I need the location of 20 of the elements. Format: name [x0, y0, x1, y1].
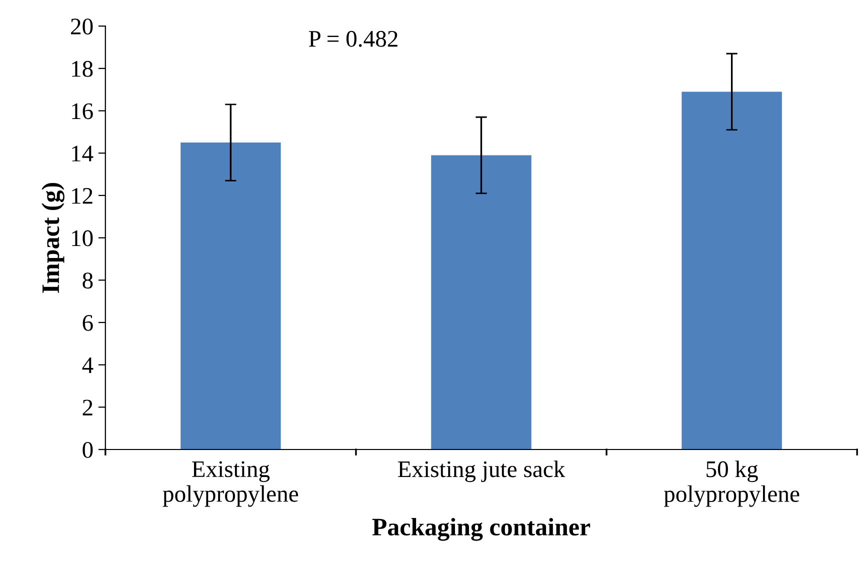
y-tick-label: 8	[82, 272, 93, 289]
x-tick-label: Existing jute sack	[398, 460, 566, 482]
y-tick-label: 10	[72, 230, 93, 246]
y-tick-label: 12	[72, 188, 92, 204]
x-tick-label: Existing polypropylene	[162, 461, 298, 507]
y-axis-title: Impact (g)	[42, 183, 64, 293]
y-tick-label: 0	[82, 442, 93, 458]
y-tick-label: 2	[82, 400, 92, 416]
bar	[431, 155, 532, 450]
annotation: P = 0.482	[308, 30, 398, 47]
y-tick-label: 6	[82, 315, 93, 331]
y-tick-label: 18	[72, 60, 93, 77]
bar	[180, 142, 281, 450]
y-tick-label: 20	[71, 18, 93, 35]
x-axis-title: Packaging container	[372, 518, 590, 541]
y-tick-label: 14	[72, 146, 94, 162]
y-tick-label: 16	[72, 103, 93, 120]
bar	[682, 92, 782, 450]
y-tick-label: 4	[82, 357, 94, 374]
x-tick-label: 50 kg polypropylene	[664, 460, 800, 507]
